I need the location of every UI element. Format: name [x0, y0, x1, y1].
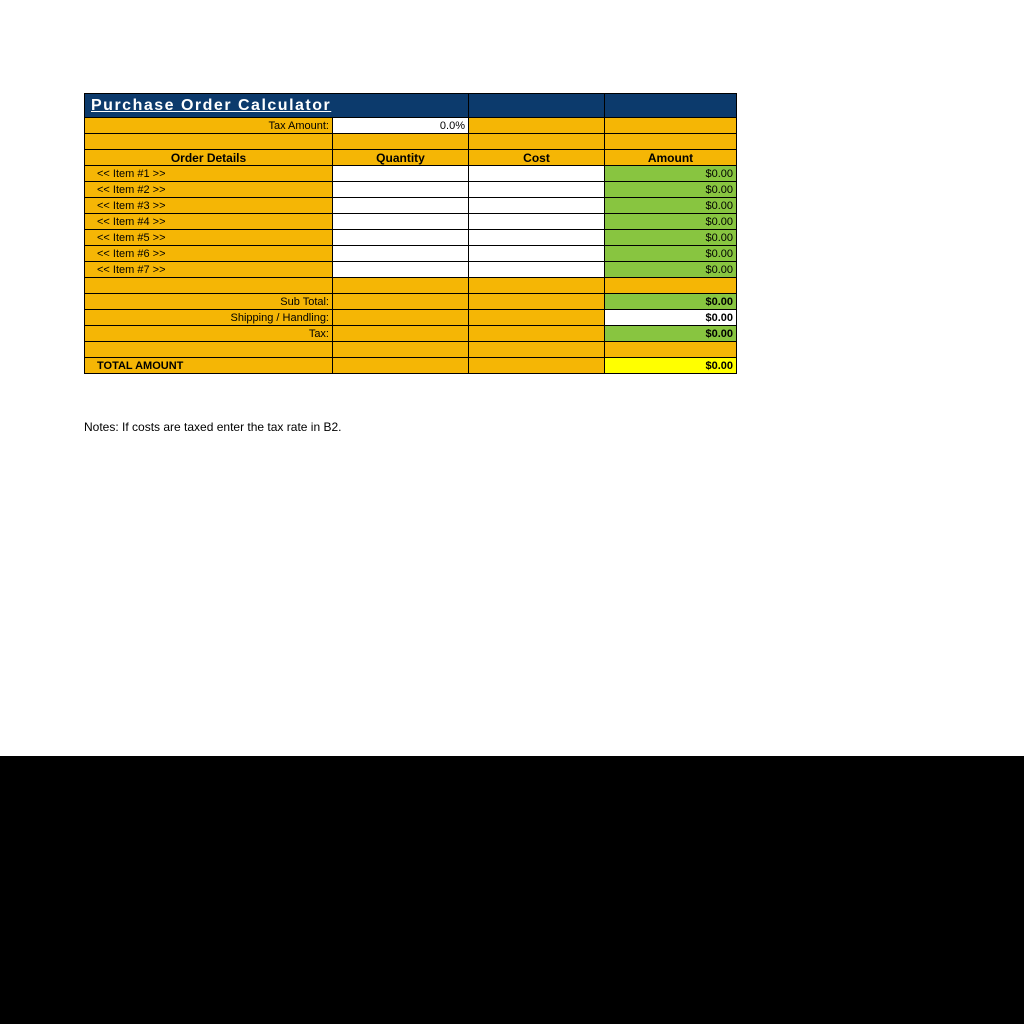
shipping-row: Shipping / Handling: $0.00 — [85, 310, 737, 326]
shipping-blank2 — [469, 310, 605, 326]
item-label[interactable]: << Item #2 >> — [85, 182, 333, 198]
item-cost[interactable] — [469, 198, 605, 214]
subtotal-blank2 — [469, 294, 605, 310]
spacer-cell — [333, 278, 469, 294]
item-label[interactable]: << Item #5 >> — [85, 230, 333, 246]
item-cost[interactable] — [469, 214, 605, 230]
item-label[interactable]: << Item #7 >> — [85, 262, 333, 278]
item-cost[interactable] — [469, 230, 605, 246]
title-cell: Purchase Order Calculator — [85, 94, 469, 118]
table-row: << Item #1 >> $0.00 — [85, 166, 737, 182]
table-row: << Item #5 >> $0.00 — [85, 230, 737, 246]
item-label[interactable]: << Item #4 >> — [85, 214, 333, 230]
spacer-cell — [85, 278, 333, 294]
item-cost[interactable] — [469, 166, 605, 182]
total-blank1 — [333, 358, 469, 374]
item-qty[interactable] — [333, 166, 469, 182]
total-row: TOTAL AMOUNT $0.00 — [85, 358, 737, 374]
spacer-cell — [469, 134, 605, 150]
item-amount: $0.00 — [605, 246, 737, 262]
po-table: Purchase Order Calculator Tax Amount: 0.… — [84, 93, 737, 374]
item-amount: $0.00 — [605, 166, 737, 182]
spacer-cell — [85, 134, 333, 150]
bottom-black-strip — [0, 756, 1024, 1024]
item-label[interactable]: << Item #1 >> — [85, 166, 333, 182]
table-row: << Item #3 >> $0.00 — [85, 198, 737, 214]
tax-summary-label: Tax: — [85, 326, 333, 342]
table-row: << Item #6 >> $0.00 — [85, 246, 737, 262]
spacer-cell — [333, 134, 469, 150]
tax-input[interactable]: 0.0% — [333, 118, 469, 134]
item-qty[interactable] — [333, 214, 469, 230]
item-qty[interactable] — [333, 230, 469, 246]
col-cost: Cost — [469, 150, 605, 166]
tax-row: Tax Amount: 0.0% — [85, 118, 737, 134]
tax-blank-1 — [469, 118, 605, 134]
tax-summary-blank1 — [333, 326, 469, 342]
col-amount: Amount — [605, 150, 737, 166]
total-label: TOTAL AMOUNT — [85, 358, 333, 374]
item-qty[interactable] — [333, 262, 469, 278]
tax-blank-2 — [605, 118, 737, 134]
tax-summary-row: Tax: $0.00 — [85, 326, 737, 342]
total-value: $0.00 — [605, 358, 737, 374]
subtotal-row: Sub Total: $0.00 — [85, 294, 737, 310]
item-amount: $0.00 — [605, 230, 737, 246]
shipping-label: Shipping / Handling: — [85, 310, 333, 326]
spacer-cell — [85, 342, 333, 358]
shipping-value[interactable]: $0.00 — [605, 310, 737, 326]
item-label[interactable]: << Item #3 >> — [85, 198, 333, 214]
subtotal-value: $0.00 — [605, 294, 737, 310]
shipping-blank1 — [333, 310, 469, 326]
spacer-cell — [333, 342, 469, 358]
item-cost[interactable] — [469, 246, 605, 262]
table-row: << Item #4 >> $0.00 — [85, 214, 737, 230]
spacer-cell — [605, 134, 737, 150]
item-amount: $0.00 — [605, 262, 737, 278]
item-qty[interactable] — [333, 182, 469, 198]
spreadsheet-table: Purchase Order Calculator Tax Amount: 0.… — [84, 93, 736, 374]
spacer-cell — [469, 278, 605, 294]
spacer-row-1 — [85, 134, 737, 150]
table-row: << Item #7 >> $0.00 — [85, 262, 737, 278]
notes-text: Notes: If costs are taxed enter the tax … — [84, 420, 341, 434]
item-amount: $0.00 — [605, 182, 737, 198]
spacer-cell — [605, 278, 737, 294]
subtotal-blank1 — [333, 294, 469, 310]
col-quantity: Quantity — [333, 150, 469, 166]
title-row: Purchase Order Calculator — [85, 94, 737, 118]
title-blank-2 — [605, 94, 737, 118]
item-cost[interactable] — [469, 262, 605, 278]
tax-summary-blank2 — [469, 326, 605, 342]
spacer-cell — [469, 342, 605, 358]
spacer-row-3 — [85, 342, 737, 358]
spacer-cell — [605, 342, 737, 358]
tax-label: Tax Amount: — [85, 118, 333, 134]
title-blank-1 — [469, 94, 605, 118]
table-row: << Item #2 >> $0.00 — [85, 182, 737, 198]
item-cost[interactable] — [469, 182, 605, 198]
page: Purchase Order Calculator Tax Amount: 0.… — [0, 0, 1024, 1024]
header-row: Order Details Quantity Cost Amount — [85, 150, 737, 166]
col-order-details: Order Details — [85, 150, 333, 166]
subtotal-label: Sub Total: — [85, 294, 333, 310]
item-qty[interactable] — [333, 246, 469, 262]
item-amount: $0.00 — [605, 214, 737, 230]
item-label[interactable]: << Item #6 >> — [85, 246, 333, 262]
spacer-row-2 — [85, 278, 737, 294]
tax-summary-value: $0.00 — [605, 326, 737, 342]
item-qty[interactable] — [333, 198, 469, 214]
item-amount: $0.00 — [605, 198, 737, 214]
total-blank2 — [469, 358, 605, 374]
